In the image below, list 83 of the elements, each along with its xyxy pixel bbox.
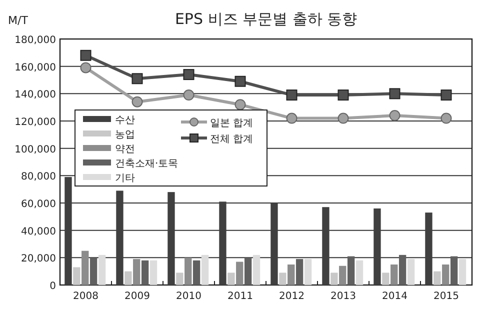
point <box>338 90 349 101</box>
bar <box>270 203 278 285</box>
legend-label: 건축소재·토목 <box>115 158 178 170</box>
bar <box>141 260 149 285</box>
bar <box>150 260 158 285</box>
y-tick-label: 40,000 <box>21 226 56 238</box>
point <box>440 90 452 101</box>
point <box>132 73 143 84</box>
point <box>132 96 143 108</box>
y-tick-label: 100,000 <box>14 144 56 156</box>
x-tick-label: 2011 <box>228 291 253 302</box>
x-tick-label: 2013 <box>330 291 356 302</box>
point <box>234 99 246 110</box>
point <box>389 88 400 100</box>
legend-label: 기타 <box>115 173 135 184</box>
bar <box>442 264 450 285</box>
bar <box>252 254 260 285</box>
bar <box>398 254 406 285</box>
x-tick-label: 2010 <box>176 291 202 302</box>
bar <box>322 207 330 285</box>
bar <box>133 259 140 285</box>
bar <box>168 192 175 285</box>
bar <box>425 212 432 285</box>
point <box>80 50 92 61</box>
bar <box>236 262 244 285</box>
x-tick-label: 2012 <box>279 291 304 302</box>
bar <box>304 259 312 285</box>
bar <box>450 256 458 285</box>
point <box>183 90 194 101</box>
point <box>338 112 349 124</box>
bar <box>374 208 381 285</box>
x-tick-label: 2008 <box>73 291 98 302</box>
x-tick-label: 2014 <box>382 291 408 302</box>
bar <box>116 190 124 285</box>
bar <box>176 272 184 285</box>
chart-title: EPS 비즈 부문별 출하 동향 <box>174 10 358 28</box>
bar <box>98 254 106 285</box>
bar <box>356 260 364 285</box>
bar <box>382 272 390 285</box>
bar <box>219 202 226 285</box>
bar <box>347 256 355 285</box>
legend-label: 전체 합계 <box>210 134 254 145</box>
bar <box>288 264 295 285</box>
legend-label: 일본 합계 <box>210 118 254 129</box>
legend-label: 약전 <box>115 144 135 155</box>
bar <box>124 271 132 285</box>
bar <box>192 260 200 285</box>
bar <box>228 272 235 285</box>
bar <box>296 259 304 285</box>
bar <box>184 258 192 285</box>
bar <box>244 258 252 285</box>
bar <box>339 266 346 285</box>
point <box>234 76 246 87</box>
bar <box>82 250 89 285</box>
legend-label: 수산 <box>115 115 135 126</box>
y-tick-label: 80,000 <box>21 172 56 183</box>
bar <box>201 254 209 285</box>
y-tick-label: 160,000 <box>14 62 56 74</box>
x-tick-label: 2009 <box>124 291 150 302</box>
y-tick-label: 0 <box>50 281 56 292</box>
bar <box>390 264 398 285</box>
bar <box>458 259 466 285</box>
point <box>286 90 298 101</box>
legend-label: 농업 <box>115 130 135 140</box>
bar <box>434 271 441 285</box>
bar <box>330 272 338 285</box>
point <box>286 112 298 124</box>
bar <box>90 258 98 285</box>
y-tick-label: 20,000 <box>21 254 56 265</box>
point <box>80 62 92 74</box>
y-tick-label: 180,000 <box>14 35 56 46</box>
point <box>183 69 194 80</box>
point <box>389 110 400 122</box>
bar <box>407 259 415 285</box>
y-tick-label: 120,000 <box>14 117 56 128</box>
point <box>440 112 452 124</box>
y-tick-label: 140,000 <box>14 90 56 101</box>
y-tick-label: 60,000 <box>21 199 56 210</box>
bar <box>64 177 72 285</box>
y-axis-title: M/T <box>8 14 28 27</box>
x-tick-label: 2015 <box>434 291 459 302</box>
bar <box>279 272 286 285</box>
bar <box>73 267 80 285</box>
